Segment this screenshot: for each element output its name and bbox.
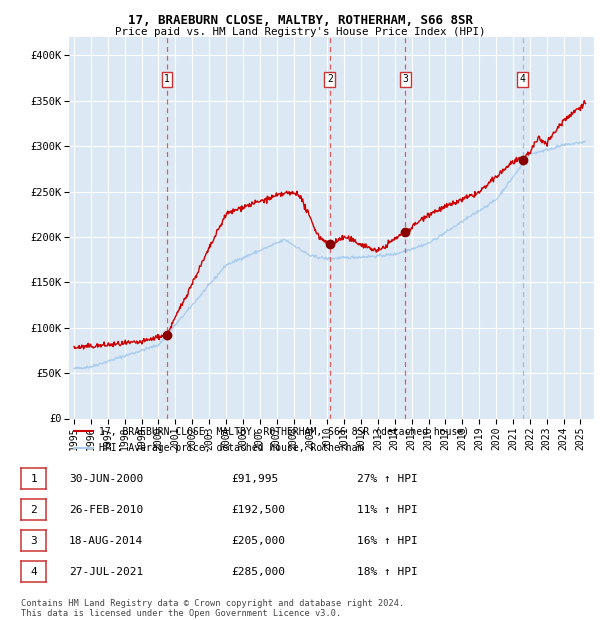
Text: 17, BRAEBURN CLOSE, MALTBY, ROTHERHAM, S66 8SR: 17, BRAEBURN CLOSE, MALTBY, ROTHERHAM, S… — [128, 14, 473, 27]
Text: 2: 2 — [30, 505, 37, 515]
Text: 18-AUG-2014: 18-AUG-2014 — [69, 536, 143, 546]
Text: 17, BRAEBURN CLOSE, MALTBY, ROTHERHAM, S66 8SR (detached house): 17, BRAEBURN CLOSE, MALTBY, ROTHERHAM, S… — [100, 427, 470, 436]
Text: HPI: Average price, detached house, Rotherham: HPI: Average price, detached house, Roth… — [100, 443, 364, 453]
Text: 16% ↑ HPI: 16% ↑ HPI — [357, 536, 418, 546]
Text: Price paid vs. HM Land Registry's House Price Index (HPI): Price paid vs. HM Land Registry's House … — [115, 27, 485, 37]
Text: 27-JUL-2021: 27-JUL-2021 — [69, 567, 143, 577]
Text: £91,995: £91,995 — [231, 474, 278, 484]
Text: 30-JUN-2000: 30-JUN-2000 — [69, 474, 143, 484]
Text: Contains HM Land Registry data © Crown copyright and database right 2024.
This d: Contains HM Land Registry data © Crown c… — [21, 599, 404, 618]
Text: £285,000: £285,000 — [231, 567, 285, 577]
Text: 3: 3 — [30, 536, 37, 546]
Text: 1: 1 — [30, 474, 37, 484]
Text: 4: 4 — [30, 567, 37, 577]
Text: 27% ↑ HPI: 27% ↑ HPI — [357, 474, 418, 484]
Text: 1: 1 — [164, 74, 170, 84]
Text: £192,500: £192,500 — [231, 505, 285, 515]
Text: 2: 2 — [327, 74, 333, 84]
Text: £205,000: £205,000 — [231, 536, 285, 546]
Text: 11% ↑ HPI: 11% ↑ HPI — [357, 505, 418, 515]
Text: 3: 3 — [403, 74, 409, 84]
Text: 26-FEB-2010: 26-FEB-2010 — [69, 505, 143, 515]
Text: 18% ↑ HPI: 18% ↑ HPI — [357, 567, 418, 577]
Text: 4: 4 — [520, 74, 526, 84]
